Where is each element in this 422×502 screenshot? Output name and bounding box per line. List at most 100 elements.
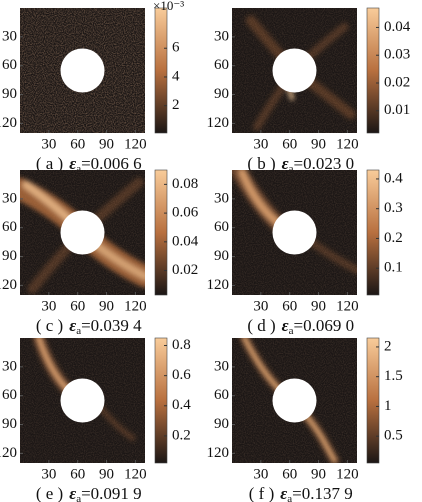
y-tick-label: 30 <box>214 190 229 206</box>
colorbar-tick-label: 0.06 <box>172 205 199 221</box>
y-tick-label: 90 <box>2 248 17 264</box>
x-tick-label: 90 <box>311 298 326 314</box>
hole <box>273 211 317 255</box>
colorbar-tick-label: 0.04 <box>172 233 199 249</box>
colorbar-tick-label: 0.8 <box>172 337 191 353</box>
x-tick-label: 120 <box>336 136 359 152</box>
y-tick-label: 60 <box>214 57 229 73</box>
x-tick-label: 30 <box>253 298 268 314</box>
x-tick-label: 120 <box>336 466 359 482</box>
hole <box>273 49 317 93</box>
x-tick-label: 120 <box>124 136 147 152</box>
colorbar-tick-label: 0.4 <box>384 170 403 186</box>
caption-label: ( c ) <box>36 316 63 335</box>
colorbar-tick-label: 2 <box>172 97 180 113</box>
colorbar <box>155 8 167 133</box>
x-tick-label: 120 <box>124 298 147 314</box>
caption-rest: =0.091 9 <box>81 484 142 502</box>
x-tick-label: 30 <box>253 466 268 482</box>
colorbar-tick-label: 1.5 <box>384 368 403 384</box>
colorbar-tick-label: 1 <box>384 398 392 414</box>
colorbar-tick-label: 6 <box>172 40 180 56</box>
colorbar-tick-label: 0.03 <box>384 47 410 63</box>
y-tick-label: 60 <box>214 387 229 403</box>
hole <box>273 379 317 423</box>
x-tick-label: 120 <box>124 466 147 482</box>
x-tick-label: 60 <box>282 466 297 482</box>
colorbar-tick-label: 0.2 <box>172 427 191 443</box>
x-tick-label: 30 <box>41 298 56 314</box>
colorbar-tick-label: 0.02 <box>384 74 410 90</box>
caption: ( d )εa=0.069 0 <box>247 316 354 337</box>
y-tick-label: 120 <box>207 115 230 131</box>
x-tick-label: 60 <box>70 298 85 314</box>
y-tick-label: 60 <box>214 219 229 235</box>
hole <box>61 49 105 93</box>
colorbar-tick-label: 0.1 <box>384 260 403 276</box>
colorbar-tick-label: 0.2 <box>384 230 403 246</box>
y-tick-label: 90 <box>2 416 17 432</box>
x-tick-label: 90 <box>311 466 326 482</box>
y-tick-label: 30 <box>2 190 17 206</box>
x-tick-label: 90 <box>99 298 114 314</box>
y-tick-label: 30 <box>214 358 229 374</box>
y-tick-label: 60 <box>2 219 17 235</box>
y-tick-label: 30 <box>214 28 229 44</box>
caption-rest: =0.039 4 <box>81 316 142 335</box>
x-tick-label: 90 <box>99 466 114 482</box>
x-tick-label: 60 <box>282 136 297 152</box>
y-tick-label: 90 <box>214 416 229 432</box>
x-tick-label: 30 <box>41 466 56 482</box>
y-tick-label: 30 <box>2 358 17 374</box>
y-tick-label: 60 <box>2 57 17 73</box>
caption-symbol: ε <box>280 484 287 502</box>
colorbar-tick-label: 0.6 <box>172 367 191 383</box>
colorbar <box>367 8 379 133</box>
caption-symbol: ε <box>69 484 76 502</box>
colorbar <box>155 170 167 295</box>
caption-rest: =0.069 0 <box>294 316 355 335</box>
caption: ( f )εa=0.137 9 <box>249 484 353 502</box>
y-tick-label: 90 <box>214 248 229 264</box>
panel: 3060901203060901200.511.52( f )εa=0.137 … <box>207 338 403 502</box>
x-tick-label: 90 <box>311 136 326 152</box>
x-tick-label: 60 <box>70 136 85 152</box>
x-tick-label: 90 <box>99 136 114 152</box>
colorbar <box>367 170 379 295</box>
y-tick-label: 120 <box>207 445 230 461</box>
colorbar-tick-label: 0.02 <box>172 262 198 278</box>
caption-label: ( d ) <box>247 316 275 335</box>
caption-symbol: ε <box>69 316 76 335</box>
y-tick-label: 90 <box>214 86 229 102</box>
colorbar-tick-label: 0.4 <box>172 397 191 413</box>
caption-label: ( e ) <box>36 484 63 502</box>
x-tick-label: 30 <box>253 136 268 152</box>
colorbar-tick-label: 0.04 <box>384 19 411 35</box>
colorbar-tick-label: 2 <box>384 338 392 354</box>
colorbar-tick-label: 0.5 <box>384 428 403 444</box>
y-tick-label: 60 <box>2 387 17 403</box>
y-tick-label: 120 <box>0 277 17 293</box>
caption-symbol: ε <box>282 316 289 335</box>
colorbar <box>367 338 379 463</box>
x-tick-label: 30 <box>41 136 56 152</box>
hole <box>61 379 105 423</box>
y-tick-label: 120 <box>0 115 17 131</box>
x-tick-label: 60 <box>282 298 297 314</box>
y-tick-label: 90 <box>2 86 17 102</box>
caption: ( e )εa=0.091 9 <box>36 484 142 502</box>
colorbar-tick-label: 0.3 <box>384 200 403 216</box>
figure: 306090120306090120246×10⁻³( a )εa=0.006 … <box>0 0 422 502</box>
colorbar-tick-label: 0.08 <box>172 176 198 192</box>
panel: 306090120306090120246×10⁻³( a )εa=0.006 … <box>0 0 184 175</box>
colorbar-offset: ×10⁻³ <box>153 0 184 13</box>
y-tick-label: 30 <box>2 28 17 44</box>
panel: 30 60 90 120 30 60 90 120 0.02 0.04 0.06 0.08 ( c ) ε… <box>0 170 199 337</box>
x-tick-label: 60 <box>70 466 85 482</box>
caption-rest: =0.137 9 <box>292 484 353 502</box>
caption-label: ( f ) <box>249 484 274 502</box>
y-tick-label: 120 <box>0 445 17 461</box>
